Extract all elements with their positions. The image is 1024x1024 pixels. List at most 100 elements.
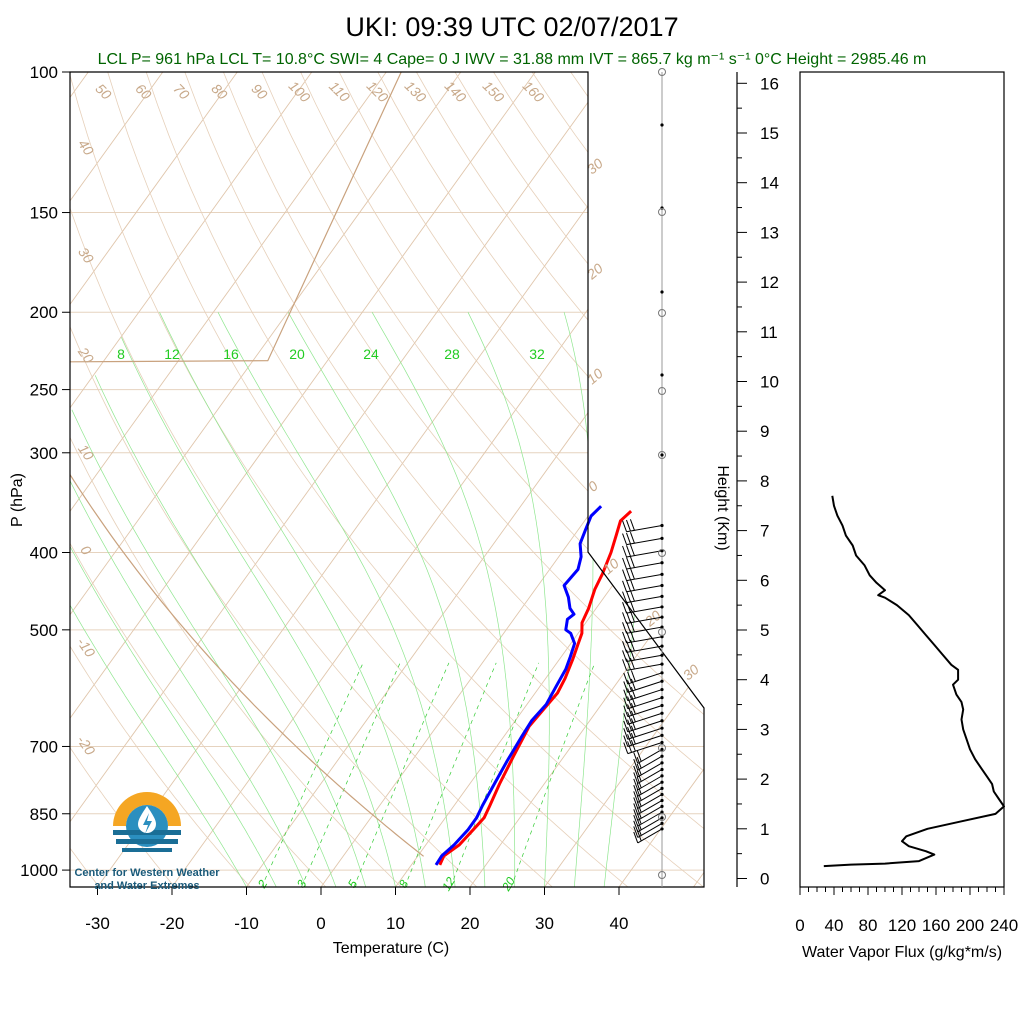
wind-barb-feather (627, 711, 633, 724)
wind-barb-dot (660, 536, 664, 540)
mixing-ratio-line (510, 662, 596, 887)
wind-barb-dot (660, 786, 664, 790)
wind-barb-feather (629, 590, 635, 602)
wind-barb-staff (626, 524, 663, 533)
wind-barb-dot (660, 816, 664, 820)
mixing-ratio-label: 32 (529, 346, 545, 362)
wind-barbs (622, 68, 666, 879)
moist-adiabat-line (159, 312, 426, 887)
dewpoint-line (434, 505, 603, 866)
wind-barb-dot (660, 810, 664, 814)
dry-adiabat-line (70, 72, 327, 887)
wind-barb-feather (630, 718, 636, 730)
height-tick-label: 8 (760, 472, 769, 491)
wind-barb-staff (627, 672, 663, 685)
lightning-bolt-icon (143, 813, 152, 834)
dry-adiabat-line (338, 72, 704, 887)
wind-barb-feather (622, 641, 628, 653)
wind-barb-staff (626, 606, 663, 614)
wind-barb-feather (636, 750, 642, 762)
height-tick-label: 1 (760, 820, 769, 839)
wind-barb-feather (622, 591, 628, 603)
height-tick-label: 5 (760, 621, 769, 640)
mixing-ratio-label: 16 (223, 346, 239, 362)
wind-barb-feather (627, 741, 633, 753)
dry-adiabat-label: 0 (77, 542, 95, 558)
wind-barb-feather (629, 579, 635, 591)
wind-barb-feather (629, 519, 635, 531)
wind-barb-staff (626, 663, 663, 671)
x-tick-label: 0 (316, 914, 325, 933)
skewt-background (70, 72, 704, 887)
wind-barb-feather (627, 704, 633, 716)
mixing-ratio-label: 8 (117, 346, 125, 362)
calm-wind-circle (658, 628, 666, 636)
y-tick-label: 150 (30, 204, 58, 223)
wind-barb-dot (660, 583, 664, 588)
dry-adiabat-line (70, 72, 176, 887)
y-tick-label: 300 (30, 444, 58, 463)
logo-wave-3 (122, 848, 172, 852)
chart-subtitle: LCL P= 961 hPa LCL T= 10.8°C SWI= 4 Cape… (98, 51, 927, 68)
wind-barb-dot (660, 703, 664, 708)
isotherm-label: 130 (402, 78, 430, 106)
wind-barb-feather (636, 829, 642, 842)
isotherm-label: 150 (480, 78, 508, 106)
logo-text-line2: and Water Extremes (94, 880, 199, 892)
wind-barb-feather (622, 533, 628, 545)
x-tick-label: 20 (461, 914, 480, 933)
wind-barb-feather (636, 818, 642, 830)
wind-barb-feather (629, 657, 635, 670)
wind-barb-feather (623, 697, 629, 709)
isotherm-line (469, 72, 704, 887)
wind-barb-feather (626, 532, 631, 545)
isotherm-label: 100 (286, 78, 314, 106)
wind-barb-staff (626, 636, 663, 644)
dry-adiabat-line (70, 72, 553, 887)
temperature-line (438, 509, 633, 866)
moist-adiabat-line (94, 375, 367, 887)
logo-text-line1: Center for Western Weather (74, 867, 220, 879)
dry-adiabat-label: 20 (75, 343, 98, 366)
flux-x-tick-label: 80 (859, 916, 878, 935)
wind-barb-feather (626, 640, 631, 652)
wind-barb-feather (629, 639, 635, 652)
wind-barb-dot (660, 747, 664, 752)
wind-barb-feather (630, 670, 636, 682)
wind-barb-feather (623, 735, 629, 747)
wind-barb-staff (627, 720, 663, 733)
wind-barb-feather (627, 726, 633, 739)
moist-adiabat-label: 30 (584, 155, 606, 177)
wind-barb-feather (629, 568, 635, 580)
mixing-ratio-label: 20 (499, 874, 518, 894)
wind-barb-feather (626, 557, 631, 569)
wind-barb-dot (660, 767, 664, 772)
wind-barb-feather (627, 688, 633, 700)
wind-barb-feather (636, 757, 642, 769)
calm-wind-circle (658, 451, 666, 459)
wind-barb-feather (629, 556, 635, 568)
wind-barb-feather (623, 681, 629, 693)
wind-barb-feather (629, 620, 635, 633)
wind-barb-staff (626, 573, 663, 582)
wind-barb-feather (626, 658, 631, 670)
isotherm-line (246, 72, 704, 887)
wind-barb-dot (660, 625, 664, 629)
flux-x-tick-label: 0 (795, 916, 804, 935)
calm-wind-circle (658, 387, 666, 395)
parcel-path-line (70, 72, 424, 857)
wind-barb-feather (623, 720, 629, 733)
wind-barb-staff (637, 755, 663, 771)
wind-barb-dot (660, 719, 664, 723)
wind-barb-staff (637, 787, 663, 803)
height-tick-label: 12 (760, 273, 779, 292)
wind-barb-dot (660, 644, 664, 648)
x-tick-label: 30 (535, 914, 554, 933)
isotherm-label: 140 (442, 78, 470, 106)
x-tick-label: 10 (386, 914, 405, 933)
wind-barb-feather (633, 778, 639, 791)
wind-barb-feather (633, 772, 639, 784)
wind-barb-feather (626, 519, 631, 532)
wind-barb-dot (660, 780, 664, 784)
wind-level-dot (660, 123, 664, 127)
